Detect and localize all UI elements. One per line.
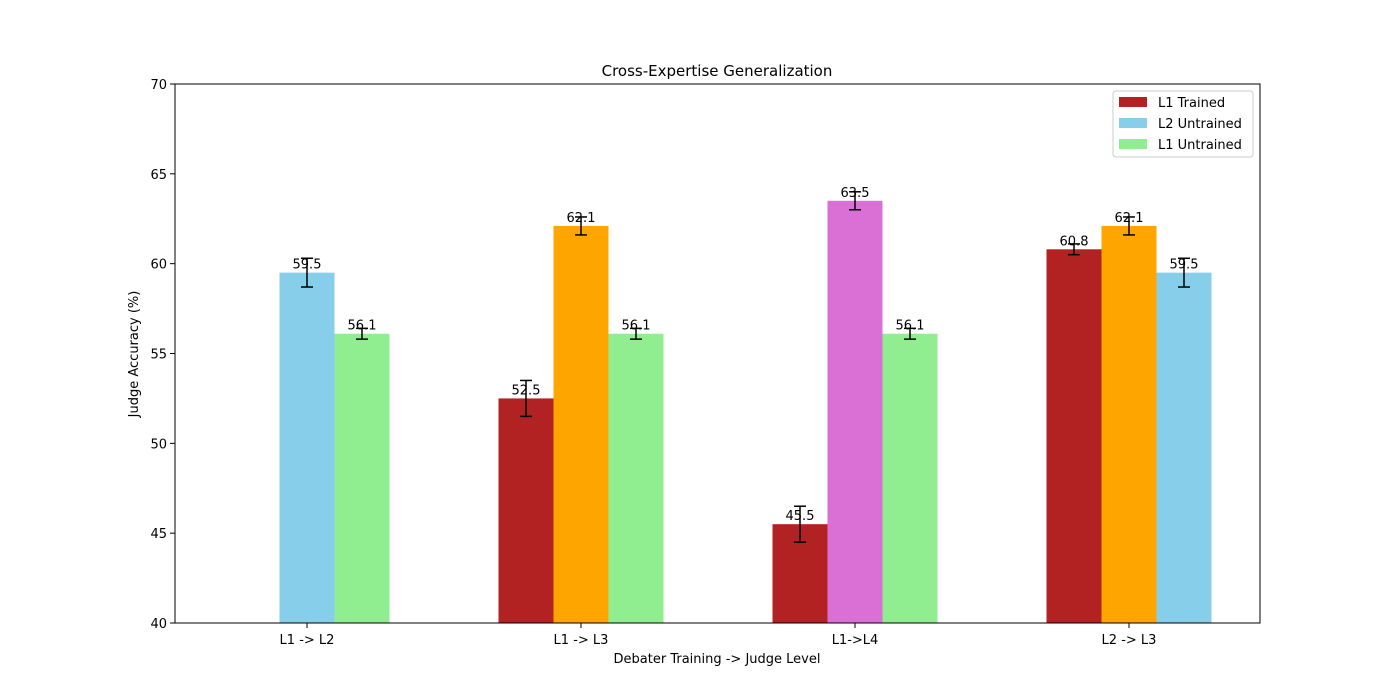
bar: [608, 333, 664, 623]
y-axis-label: Judge Accuracy (%): [127, 291, 142, 419]
y-tick-label: 65: [150, 168, 167, 183]
data-label: 45.5: [786, 509, 815, 524]
bar: [498, 398, 554, 623]
legend-label: L1 Trained: [1158, 96, 1225, 111]
data-label: 56.1: [896, 319, 925, 334]
y-tick-label: 60: [150, 258, 167, 273]
data-label: 59.5: [293, 258, 322, 273]
legend-item: L1 Trained: [1119, 96, 1225, 111]
legend-item: L2 Untrained: [1119, 117, 1242, 132]
bar: [553, 225, 609, 624]
error-bar: [520, 379, 532, 418]
error-bar: [575, 216, 587, 236]
bar: [279, 272, 335, 623]
legend-label: L2 Untrained: [1158, 117, 1242, 132]
error-bar: [301, 257, 313, 288]
error-bar: [1123, 216, 1135, 236]
bar-group-1: [279, 272, 390, 623]
data-label: 56.1: [622, 319, 651, 334]
legend-item: L1 Untrained: [1119, 138, 1242, 153]
bar: [1101, 225, 1157, 624]
data-label: 62.1: [567, 211, 596, 226]
data-label: 62.1: [1115, 211, 1144, 226]
y-tick-label: 70: [150, 78, 167, 93]
y-tick-label: 50: [150, 437, 167, 452]
data-label: 52.5: [512, 383, 541, 398]
bar: [882, 333, 938, 623]
x-tick-label: L1 -> L2: [280, 633, 335, 648]
chart-title: Cross-Expertise Generalization: [602, 62, 833, 80]
legend-label: L1 Untrained: [1158, 138, 1242, 153]
legend-swatch: [1119, 97, 1147, 107]
y-tick-label: 45: [150, 527, 167, 542]
data-label: 59.5: [1170, 258, 1199, 273]
y-tick-label: 40: [150, 617, 167, 632]
bar-group-2: [498, 225, 664, 624]
bar-group-4: [1046, 225, 1212, 624]
error-bar: [630, 327, 642, 340]
data-label: 63.5: [841, 186, 870, 201]
bar: [1046, 249, 1102, 623]
x-tick-label: L2 -> L3: [1102, 633, 1157, 648]
legend-swatch: [1119, 118, 1147, 128]
error-bar: [849, 191, 861, 211]
error-bar: [1068, 243, 1080, 256]
bar: [1156, 272, 1212, 623]
legend: L1 Trained L2 Untrained L1 Untrained: [1112, 90, 1254, 158]
error-bar: [356, 327, 368, 340]
error-bar: [904, 327, 916, 340]
x-axis-label: Debater Training -> Judge Level: [614, 652, 821, 667]
bar-group-3: [772, 200, 938, 624]
legend-box: [1112, 90, 1254, 158]
error-bar: [1178, 257, 1190, 288]
error-bar: [794, 505, 806, 543]
data-label: 56.1: [348, 319, 377, 334]
legend-swatch: [1119, 139, 1147, 149]
bar: [827, 200, 883, 624]
plot-frame: [174, 83, 1261, 624]
y-tick-label: 55: [150, 348, 167, 363]
plot-area: 59.5 56.1 52.5 62.1 56.1 45.5 63.5 56.1 60.8 62.1…: [150, 78, 1261, 648]
x-tick-label: L1 -> L3: [554, 633, 609, 648]
bar: [334, 333, 390, 623]
x-tick-label: L1->L4: [832, 633, 879, 648]
data-label: 60.8: [1060, 234, 1089, 249]
